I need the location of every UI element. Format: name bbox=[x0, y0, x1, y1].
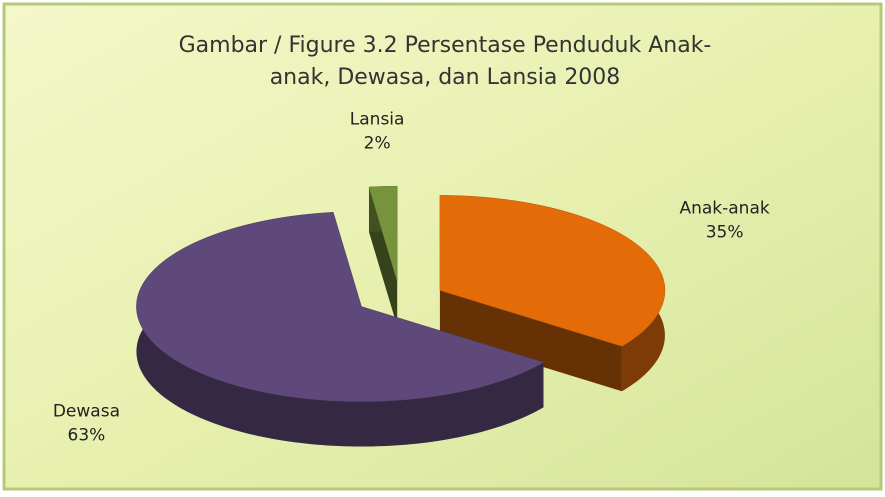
slice bbox=[439, 195, 666, 347]
data-label-value: 2% bbox=[364, 133, 391, 153]
slice bbox=[368, 185, 398, 282]
data-label-name: Anak-anak bbox=[679, 199, 769, 219]
data-label-value: 63% bbox=[68, 426, 106, 446]
pie bbox=[136, 185, 666, 447]
data-label-name: Lansia bbox=[350, 109, 405, 129]
chart-title: Gambar / Figure 3.2 Persentase Penduduk … bbox=[179, 33, 712, 58]
chart-title: anak, Dewasa, dan Lansia 2008 bbox=[270, 65, 621, 90]
data-label-name: Dewasa bbox=[53, 402, 120, 422]
data-label-value: 35% bbox=[706, 223, 744, 243]
slice-side bbox=[439, 290, 622, 392]
slice bbox=[136, 212, 545, 402]
